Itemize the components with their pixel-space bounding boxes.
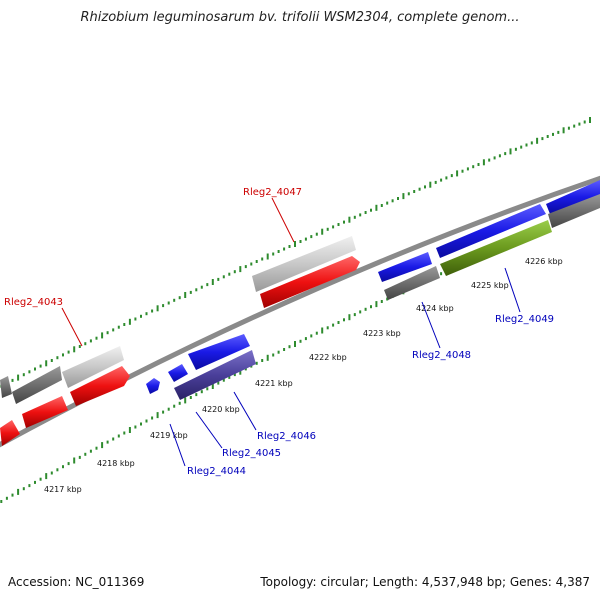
gene-gray-right[interactable] [548, 194, 600, 228]
gene-red-4043b[interactable] [22, 396, 68, 428]
callout-line [421, 301, 441, 349]
gene-red-4047[interactable] [260, 256, 360, 308]
tick-label: 4217 kbp [44, 485, 82, 494]
tick-label: 4222 kbp [309, 353, 347, 362]
gene-label[interactable]: Rleg2_4046 [257, 431, 316, 442]
tick-label: 4221 kbp [255, 379, 293, 388]
gene-gray-left[interactable] [0, 376, 12, 398]
gene-gray-4048[interactable] [384, 266, 440, 300]
gene-gray-4043a[interactable] [12, 366, 62, 404]
gene-callouts: Rleg2_4043 Rleg2_4047 Rleg2_4044 Rleg2_4045… [4, 187, 554, 477]
tick-label: 4224 kbp [416, 304, 454, 313]
outer-tick-row [0, 117, 591, 388]
gene-lightgray-4043[interactable] [62, 346, 124, 388]
gene-label[interactable]: Rleg2_4049 [495, 314, 554, 325]
gene-olive-4049[interactable] [440, 220, 552, 276]
gene-blue-4049b[interactable] [546, 180, 600, 214]
tick-label: 4218 kbp [97, 459, 135, 468]
gene-red-4043c[interactable] [70, 366, 130, 406]
callout-line [195, 411, 223, 449]
gene-slate-4046[interactable] [174, 350, 256, 400]
callout-line [271, 197, 295, 243]
tick-label: 4226 kbp [525, 257, 563, 266]
tick-label: 4223 kbp [363, 329, 401, 338]
gene-lightgray-4047[interactable] [252, 236, 356, 292]
gene-label[interactable]: Rleg2_4044 [187, 466, 246, 477]
backbone [0, 175, 600, 448]
tick-label: 4220 kbp [202, 405, 240, 414]
tick-label: 4219 kbp [150, 431, 188, 440]
gene-blue-4045[interactable] [168, 364, 188, 382]
tick-rows: 4217 kbp 4218 kbp 4219 kbp 4220 kbp 4221 kbp… [0, 117, 591, 503]
genome-summary-text: Topology: circular; Length: 4,537,948 bp… [260, 575, 590, 589]
gene-features[interactable] [0, 180, 600, 446]
gene-blue-4048[interactable] [378, 252, 432, 282]
gene-label[interactable]: Rleg2_4045 [222, 448, 281, 459]
tick-label: 4225 kbp [471, 281, 509, 290]
gene-label[interactable]: Rleg2_4043 [4, 297, 63, 308]
gene-label[interactable]: Rleg2_4047 [243, 187, 302, 198]
callout-line [61, 307, 83, 347]
accession-text: Accession: NC_011369 [8, 575, 145, 589]
gene-label[interactable]: Rleg2_4048 [412, 350, 471, 361]
gene-blue-4044[interactable] [146, 378, 160, 394]
callout-line [233, 391, 257, 431]
gene-blue-4049a[interactable] [436, 204, 546, 258]
map-title: Rhizobium leguminosarum bv. trifolii WSM… [80, 10, 520, 25]
gene-red-4043a[interactable] [0, 420, 20, 446]
gene-blue-4046[interactable] [188, 334, 250, 370]
callout-line [504, 267, 521, 313]
callout-line [169, 423, 186, 467]
